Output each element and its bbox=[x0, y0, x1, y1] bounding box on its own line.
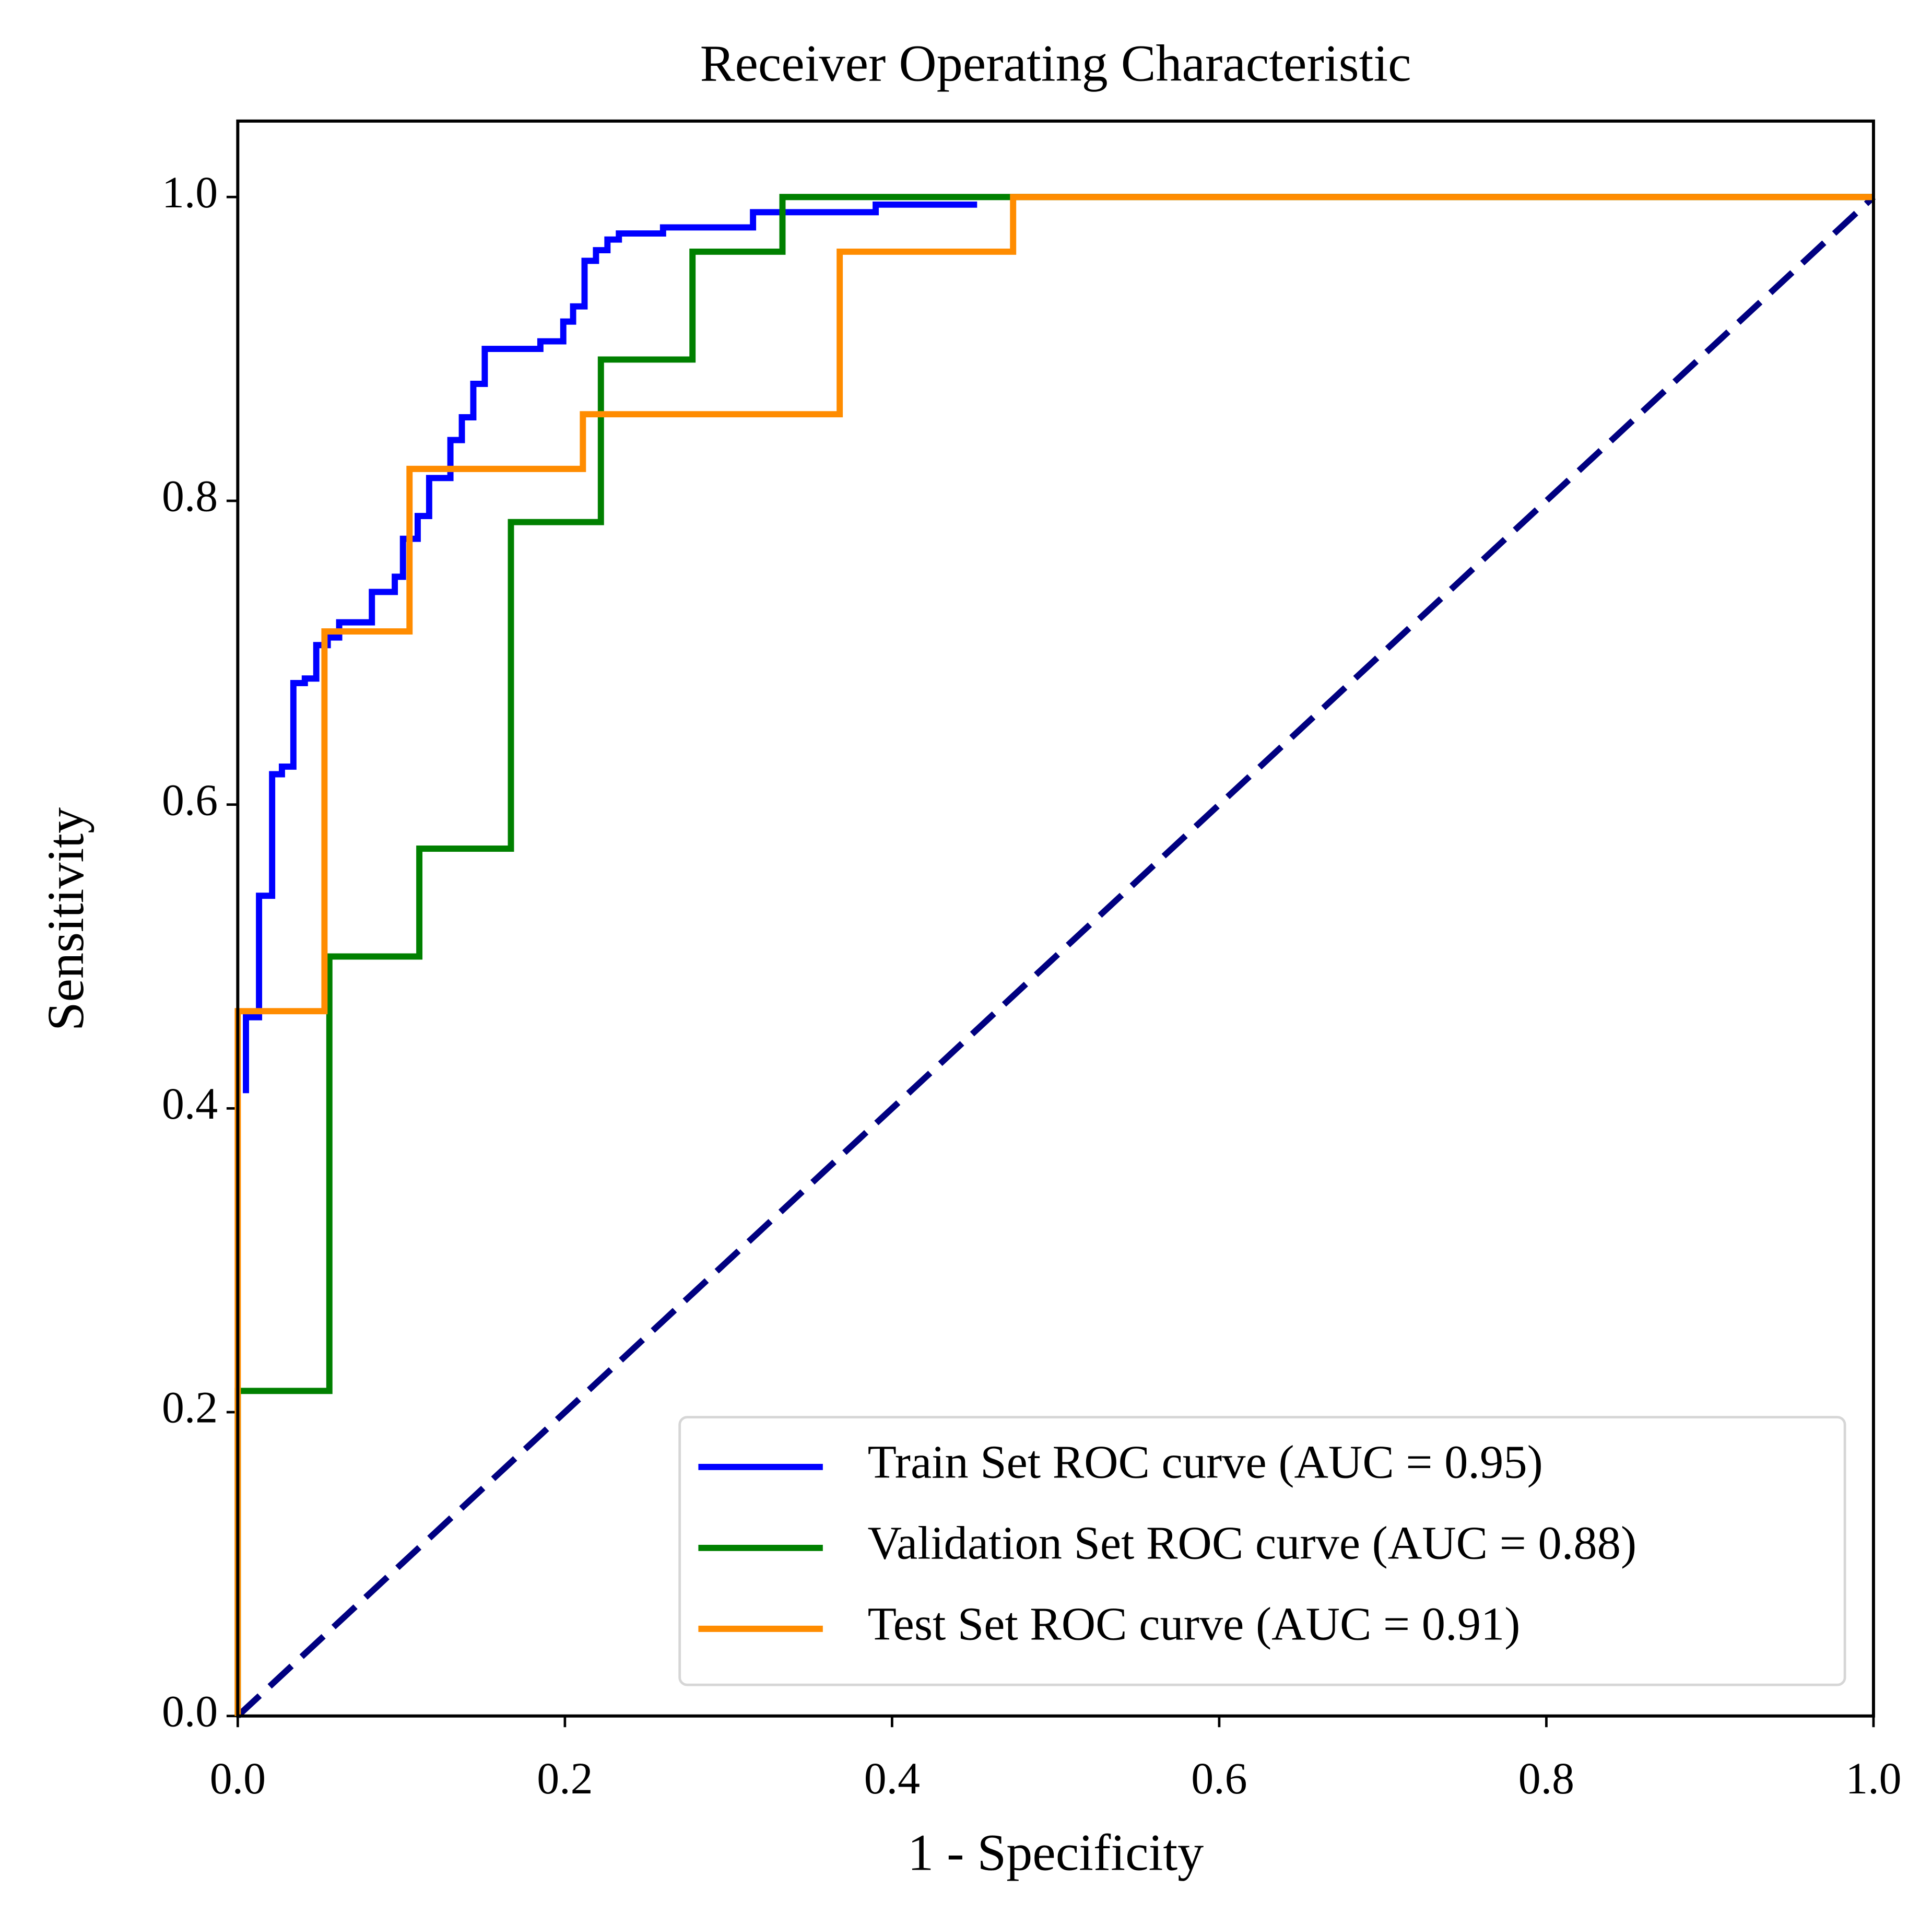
legend-label: Test Set ROC curve (AUC = 0.91) bbox=[868, 1598, 1521, 1650]
x-tick-label: 0.0 bbox=[210, 1754, 266, 1803]
y-tick-label: 1.0 bbox=[162, 168, 218, 217]
y-axis-label: Sensitivity bbox=[37, 807, 95, 1031]
legend-box bbox=[678, 1416, 1846, 1686]
x-tick-label: 0.2 bbox=[537, 1754, 593, 1803]
legend-label: Validation Set ROC curve (AUC = 0.88) bbox=[868, 1517, 1636, 1569]
plot-area: 0.0 0.2 0.4 0.6 0.8 1.0 0.0 0.2 0.4 0.6 0.8 1.0 Trai… bbox=[162, 119, 1902, 1803]
y-tick-label: 0.8 bbox=[162, 472, 218, 521]
x-tick-label: 0.6 bbox=[1191, 1754, 1247, 1803]
x-axis-label: 1 - Specificity bbox=[908, 1824, 1204, 1882]
x-tick-label: 0.8 bbox=[1518, 1754, 1574, 1803]
chart-title: Receiver Operating Characteristic bbox=[700, 34, 1411, 92]
diagonal-line bbox=[235, 194, 1876, 1719]
y-tick-label: 0.0 bbox=[162, 1686, 218, 1736]
roc-line bbox=[234, 194, 1874, 1716]
x-tick-label: 0.4 bbox=[864, 1754, 920, 1803]
legend-label: Train Set ROC curve (AUC = 0.95) bbox=[868, 1436, 1543, 1488]
y-tick-label: 0.4 bbox=[162, 1079, 218, 1129]
roc-line bbox=[234, 194, 1874, 1716]
y-tick-label: 0.2 bbox=[162, 1383, 218, 1433]
x-tick-label: 1.0 bbox=[1845, 1754, 1901, 1803]
plot-frame bbox=[236, 119, 1875, 1718]
roc-line bbox=[243, 201, 977, 1094]
y-tick-label: 0.6 bbox=[162, 775, 218, 825]
